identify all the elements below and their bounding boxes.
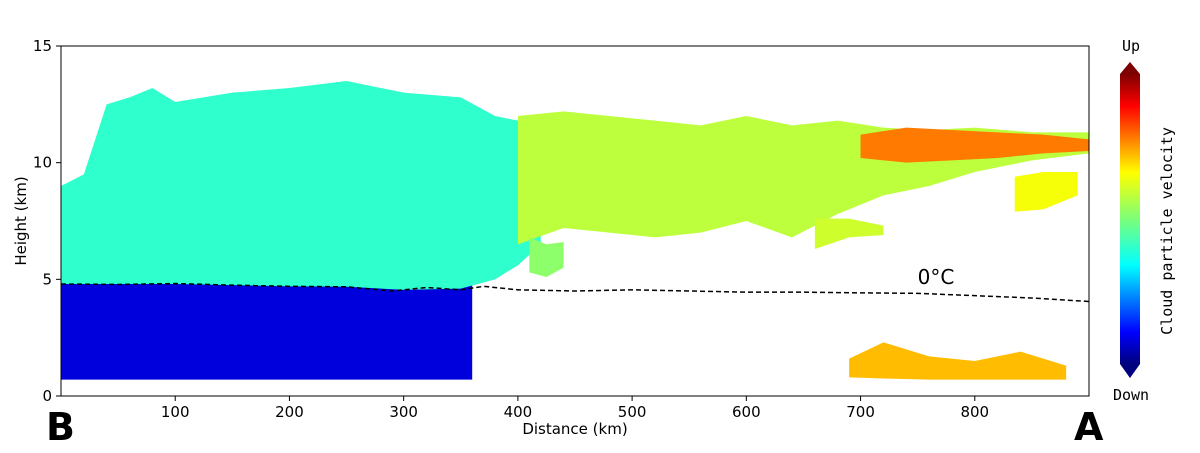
corner-label-left: B [46, 405, 75, 449]
region-anvil-top-upward-patch [860, 127, 1089, 163]
plot-frame [60, 45, 1090, 397]
colorbar-body [1120, 74, 1140, 364]
y-axis-label: Height (km) [12, 176, 30, 265]
region-low-level-cloud-upward [849, 342, 1067, 380]
y-tick-label: 15 [33, 37, 52, 55]
x-axis-ticks: 100 200 300 400 500 600 700 800 [161, 396, 989, 421]
x-tick-label: 800 [960, 403, 989, 421]
colorbar-bottom-label: Down [1113, 386, 1149, 404]
region-anvil-cloud-near-zero-velocity [517, 111, 1089, 245]
colorbar-top-extension [1120, 62, 1140, 74]
y-tick-label: 5 [42, 270, 52, 288]
x-tick-label: 100 [161, 403, 190, 421]
x-tick-label: 200 [275, 403, 304, 421]
region-precipitation-band-strong-downward [61, 284, 473, 380]
y-tick-label: 0 [42, 387, 52, 405]
x-tick-label: 700 [846, 403, 875, 421]
velocity-regions [61, 81, 1089, 380]
corner-label-right: A [1074, 405, 1104, 449]
x-tick-label: 600 [732, 403, 761, 421]
zero-degree-isotherm-line [60, 282, 1090, 303]
x-tick-label: 500 [618, 403, 647, 421]
region-upper-cloud-slight-downward [61, 81, 541, 290]
plot-area: 0°C [60, 45, 1090, 397]
region-isolated-cell-east [1014, 172, 1078, 212]
region-fallstreak-mid [814, 218, 884, 249]
colorbar-bottom-extension [1120, 364, 1140, 378]
x-tick-label: 300 [389, 403, 418, 421]
x-tick-label: 400 [504, 403, 533, 421]
colorbar-top-label: Up [1122, 37, 1140, 55]
y-axis-ticks: 0 5 10 15 [33, 37, 61, 405]
isotherm-label: 0°C [918, 265, 955, 289]
colorbar-axis-label: Cloud particle velocity [1158, 127, 1176, 335]
x-axis-label: Distance (km) [522, 420, 627, 438]
y-tick-label: 10 [33, 154, 52, 172]
colorbar: Up Down Cloud particle velocity [1113, 37, 1176, 404]
region-fallstreak-west [529, 237, 564, 277]
